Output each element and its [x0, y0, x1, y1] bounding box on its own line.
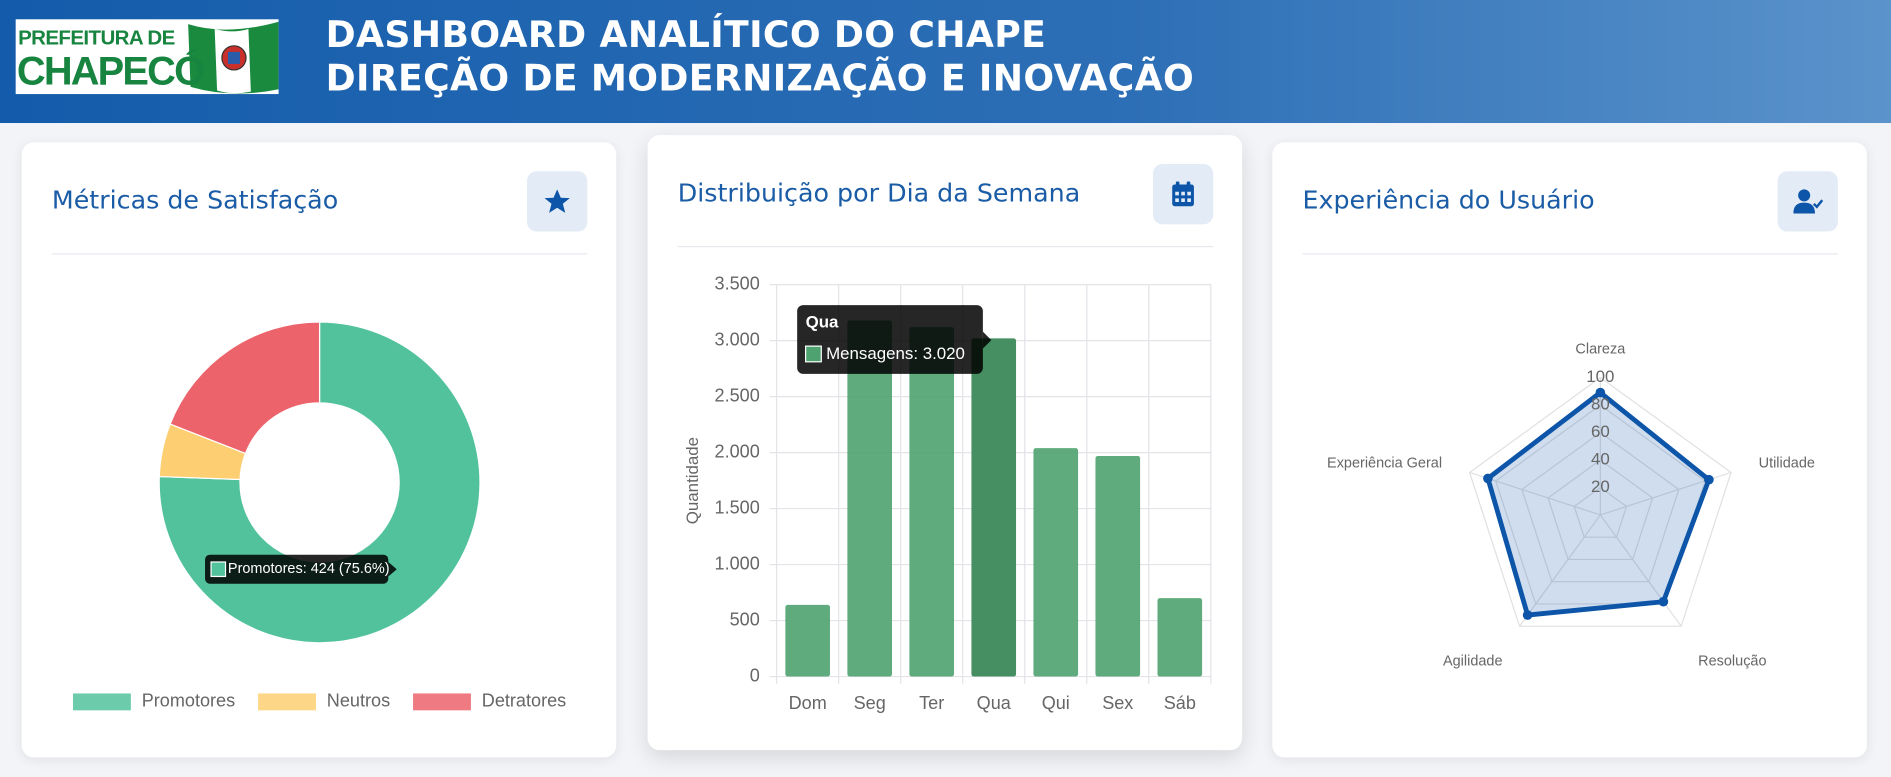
- radar-point: [1522, 610, 1533, 620]
- legend-label: Neutros: [327, 691, 390, 711]
- tooltip-arrow: [982, 331, 992, 349]
- radar-tick-label: 100: [1586, 367, 1614, 386]
- radar-grid: [1495, 404, 1706, 605]
- x-tick-label: Sáb: [1164, 693, 1196, 713]
- x-tick-label: Qua: [977, 693, 1012, 713]
- user-check-icon: [1793, 189, 1824, 214]
- tooltip-swatch: [804, 345, 822, 363]
- radar-grid: [1468, 376, 1732, 627]
- icon-button[interactable]: [1152, 164, 1214, 225]
- radar-area: [1485, 390, 1712, 618]
- radar-point: [1704, 474, 1714, 485]
- card: Métricas de Satisfação: [21, 142, 617, 758]
- x-tick-label: Seg: [854, 693, 886, 713]
- y-tick-label: 3.000: [715, 329, 760, 349]
- legend-swatch: [258, 693, 316, 711]
- radar-axis: [1599, 514, 1682, 627]
- title-line: DASHBOARD ANALÍTICO DO CHAPE: [325, 14, 1047, 57]
- radar-grid: [1547, 459, 1654, 561]
- bar: [1157, 598, 1203, 677]
- tooltip: Qua Mensagens: 3.020: [797, 305, 992, 374]
- radar-axis: [1519, 514, 1601, 627]
- radar-grid: [1521, 431, 1680, 583]
- header-title: DASHBOARD ANALÍTICO DO CHAPE DIREÇÃO DE …: [326, 14, 1195, 101]
- legend-label: Promotores: [142, 691, 235, 711]
- icon-button[interactable]: [527, 171, 588, 232]
- y-tick-label: 2.500: [715, 385, 760, 405]
- x-tick-label: Qui: [1042, 693, 1070, 713]
- radar-point: [1595, 387, 1606, 398]
- bar: [971, 338, 1017, 677]
- divider: [51, 253, 588, 255]
- y-tick-label: 1.500: [715, 497, 760, 517]
- radar-point: [1483, 473, 1493, 484]
- star-icon: [544, 189, 570, 213]
- logo-text: CHAPECÓ: [16, 48, 205, 93]
- calendar-icon: [1172, 181, 1194, 207]
- header: PREFEITURA DE CHAPECÓ DASHBOARD ANALÍTIC…: [0, 0, 1891, 124]
- radar-grid: [1573, 486, 1628, 538]
- card-title: Experiência do Usuário: [1302, 185, 1595, 215]
- tooltip-box: [205, 554, 389, 584]
- radar-tick-label: 80: [1591, 394, 1610, 413]
- divider: [677, 246, 1214, 248]
- donut-slice: [169, 321, 321, 455]
- x-tick-label: Sex: [1102, 693, 1133, 713]
- radar-label: Resolução: [1698, 653, 1766, 669]
- radar-tick-label: 20: [1591, 477, 1610, 496]
- x-tick-label: Dom: [789, 693, 827, 713]
- tooltip-swatch: [210, 561, 227, 578]
- tooltip-text: Promotores: 424 (75.6%): [228, 561, 390, 577]
- radar-tick-label: 60: [1591, 422, 1610, 441]
- legend-label: Detratores: [482, 691, 566, 711]
- radar-label: Clareza: [1575, 342, 1626, 358]
- legend-swatch: [72, 693, 131, 711]
- divider: [1302, 253, 1838, 255]
- legend: Promotores Neutros Detratores: [72, 691, 566, 711]
- title-line: DIREÇÃO DE MODERNIZAÇÃO E INOVAÇÃO: [325, 57, 1195, 101]
- logo-text: PREFEITURA DE: [18, 26, 175, 50]
- bar: [785, 604, 830, 677]
- y-tick-label: 500: [730, 609, 760, 629]
- bar: [1033, 448, 1079, 677]
- legend-swatch: [413, 693, 471, 711]
- radar-point: [1658, 596, 1669, 607]
- icon-button[interactable]: [1777, 171, 1838, 232]
- logo: PREFEITURA DE CHAPECÓ: [15, 19, 279, 95]
- y-tick-label: 3.500: [715, 273, 760, 293]
- y-tick-label: 2.000: [715, 441, 760, 461]
- tooltip: Promotores: 424 (75.6%): [205, 554, 397, 584]
- bar: [909, 327, 955, 677]
- y-tick-label: 1.000: [715, 553, 760, 573]
- y-tick-label: 0: [750, 665, 760, 685]
- tooltip-text: Mensagens: 3.020: [826, 344, 965, 363]
- radar-label: Experiência Geral: [1327, 455, 1442, 471]
- radar-tick-label: 40: [1591, 449, 1610, 468]
- logo-flag: [188, 21, 279, 94]
- radar-label: Utilidade: [1759, 455, 1815, 471]
- card: Experiência do Usuário: [1272, 142, 1867, 758]
- bar: [1095, 455, 1141, 677]
- y-axis-title: Quantidade: [683, 437, 702, 524]
- card-title: Métricas de Satisfação: [51, 185, 339, 215]
- x-tick-label: Ter: [919, 693, 944, 713]
- tooltip-arrow: [388, 561, 397, 577]
- radar-label: Agilidade: [1443, 653, 1503, 669]
- tooltip-title: Qua: [806, 313, 839, 332]
- card-title: Distribuição por Dia da Semana: [677, 178, 1081, 208]
- bar: [847, 320, 893, 677]
- tooltip-box: [797, 305, 983, 374]
